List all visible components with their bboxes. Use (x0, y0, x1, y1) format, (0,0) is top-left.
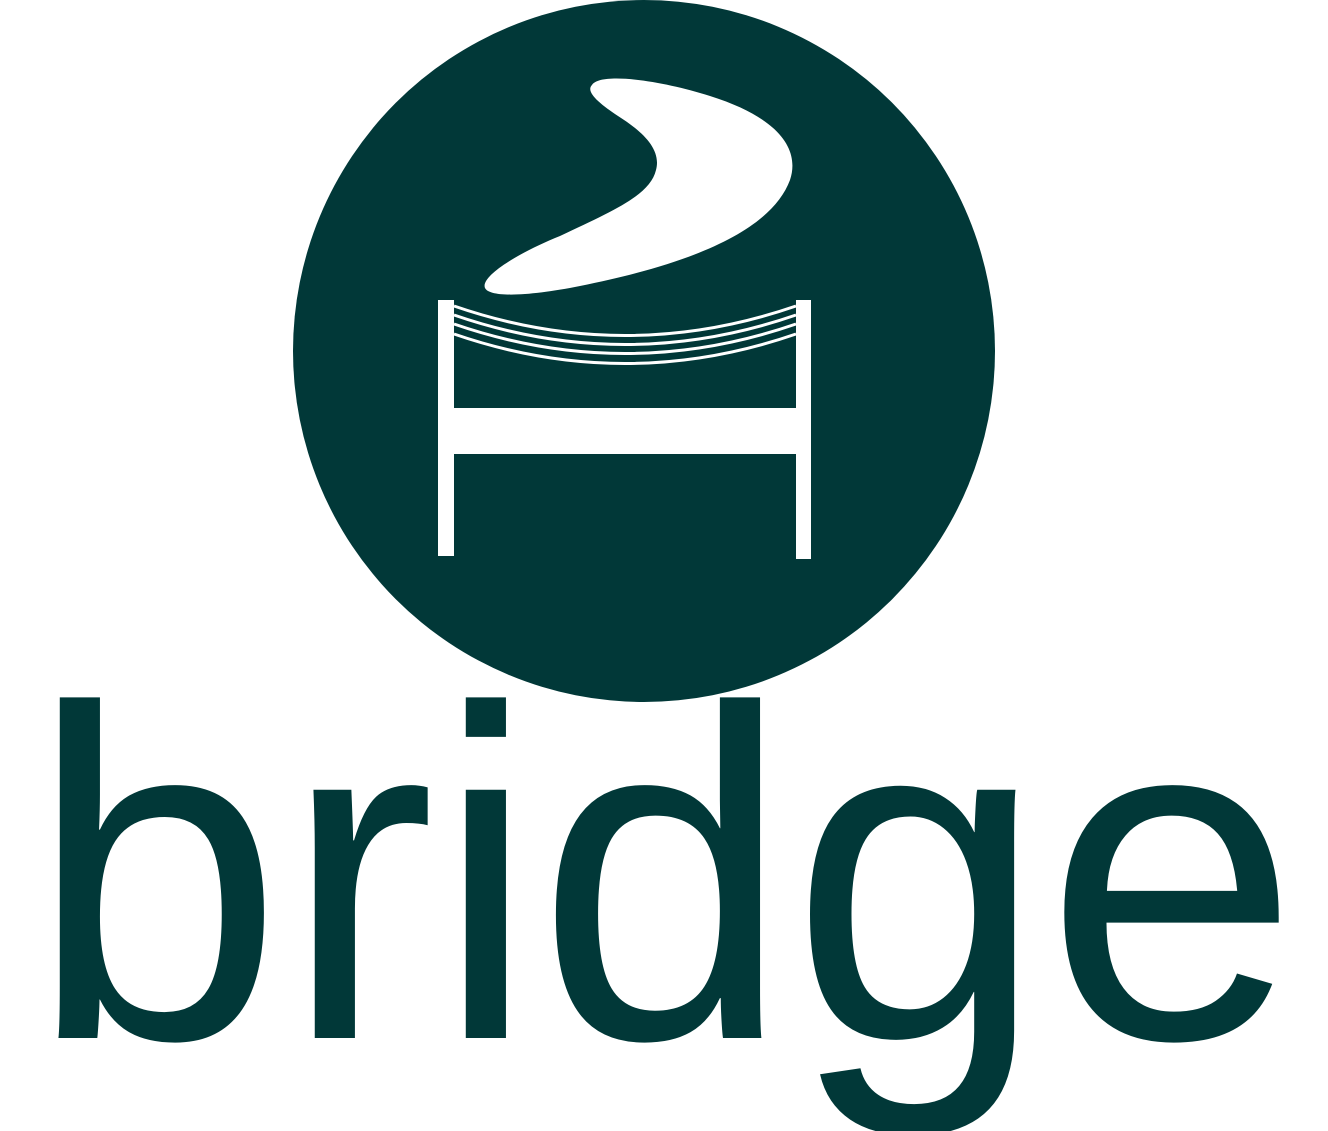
bridge-cable (453, 332, 797, 365)
bridge-cables (453, 304, 797, 365)
bridge-cable (453, 322, 797, 355)
bridge-cable (453, 313, 797, 346)
bridge-right-tower (796, 300, 811, 559)
smoke-swirl-icon (484, 78, 793, 295)
bridge-cable (453, 304, 797, 337)
bridge-deck (454, 408, 796, 454)
bridge-left-tower (438, 300, 454, 556)
emblem-circle (293, 0, 995, 702)
wordmark-text: bridge (29, 613, 1299, 1131)
